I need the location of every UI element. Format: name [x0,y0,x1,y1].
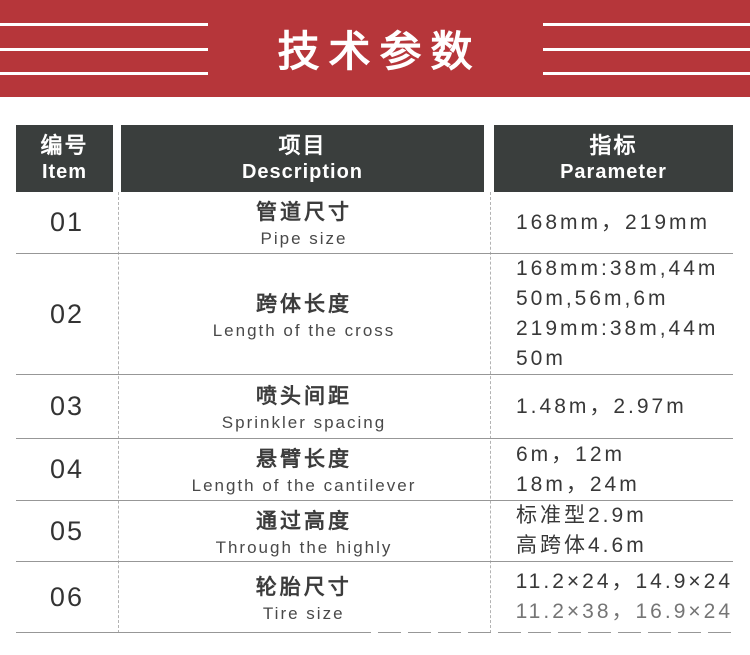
description-zh: 喷头间距 [256,385,352,408]
item-cell: 03 [16,375,118,438]
table-row: 03 喷头间距 Sprinkler spacing 1.48m，2.97m [16,375,733,439]
parameter-cell: 1.48m，2.97m [490,375,733,438]
description-en: Tire size [262,603,345,623]
description-cell: 通过高度 Through the highly [118,501,490,561]
description-zh: 跨体长度 [256,292,352,316]
parameter-line: 高跨体4.6m [516,534,647,557]
item-number: 02 [49,298,85,329]
page-title: 技术参数 [277,28,482,75]
column-header-parameter-zh: 指标 [589,132,638,158]
table-row: 01 管道尺寸 Pipe size 168mm，219mm [16,192,733,254]
description-en: Length of the cross [212,320,396,340]
item-number: 06 [49,581,84,612]
column-header-item: 编号 Item [16,125,113,192]
item-number: 01 [49,207,85,237]
column-divider [118,192,119,633]
description-cell: 跨体长度 Length of the cross [118,254,490,374]
table-body: 01 管道尺寸 Pipe size 168mm，219mm 02 跨体长度 Le… [16,192,733,633]
parameter-line: 50m,56m,6m [516,287,669,310]
item-cell: 01 [16,192,118,253]
parameter-line: 168mm:38m,44m [516,257,719,280]
description-zh: 通过高度 [256,509,352,533]
description-en: Sprinkler spacing [221,413,387,432]
parameter-cell: 168mm，219mm [490,192,733,253]
table-row: 06 轮胎尺寸 Tire size 11.2×24，14.9×24 11.2×3… [16,562,733,633]
banner: 技术参数 [0,0,750,97]
description-cell: 管道尺寸 Pipe size [118,192,490,253]
column-header-description-zh: 项目 [278,132,327,158]
parameter-cell: 168mm:38m,44m 50m,56m,6m 219mm:38m,44m 5… [490,254,733,374]
item-cell: 06 [16,562,118,632]
parameter-line: 1.48m，2.97m [516,394,687,418]
column-header-description: 项目 Description [121,125,484,192]
item-cell: 05 [16,501,118,561]
column-header-parameter-en: Parameter [560,160,667,183]
decorative-line [543,48,750,51]
column-header-description-en: Description [241,160,364,183]
description-en: Pipe size [260,229,348,248]
parameter-cell: 11.2×24，14.9×24 11.2×38，16.9×24 [490,562,733,632]
table-row: 04 悬臂长度 Length of the cantilever 6m，12m … [16,439,733,501]
table-row: 05 通过高度 Through the highly 标准型2.9m 高跨体4.… [16,501,733,562]
parameter-line: 50m [516,347,566,370]
decorative-line [0,48,208,51]
item-number: 04 [49,454,85,484]
parameter-line: 11.2×38，16.9×24 [515,600,733,623]
column-divider [490,192,491,633]
parameter-cell: 标准型2.9m 高跨体4.6m [490,501,733,561]
spec-table: 编号 Item 项目 Description 指标 Parameter 01 管… [16,125,733,633]
parameter-line: 168mm，219mm [516,210,711,234]
column-header-item-zh: 编号 [40,132,89,158]
description-zh: 管道尺寸 [256,201,352,224]
item-cell: 04 [16,439,118,500]
parameter-cell: 6m，12m 18m，24m [490,439,733,500]
description-cell: 喷头间距 Sprinkler spacing [118,375,490,438]
item-number: 03 [49,391,85,421]
description-zh: 悬臂长度 [256,448,352,471]
item-cell: 02 [16,254,118,374]
table-header-row: 编号 Item 项目 Description 指标 Parameter [16,125,733,192]
parameter-line: 219mm:38m,44m [516,317,719,340]
description-zh: 轮胎尺寸 [255,575,352,599]
column-header-parameter: 指标 Parameter [494,125,733,192]
decorative-line [543,72,750,75]
item-number: 05 [49,515,85,546]
parameter-line: 6m，12m [516,442,626,466]
parameter-line: 11.2×24，14.9×24 [515,570,733,593]
column-header-item-en: Item [41,160,88,183]
parameter-line: 标准型2.9m [516,504,647,527]
decorative-line [0,72,208,75]
description-en: Length of the cantilever [191,476,417,495]
table-row: 02 跨体长度 Length of the cross 168mm:38m,44… [16,254,733,375]
parameter-line: 18m，24m [516,472,640,496]
decorative-line [543,23,750,26]
decorative-line [0,23,208,26]
description-cell: 悬臂长度 Length of the cantilever [118,439,490,500]
description-cell: 轮胎尺寸 Tire size [118,562,490,632]
description-en: Through the highly [215,537,393,557]
